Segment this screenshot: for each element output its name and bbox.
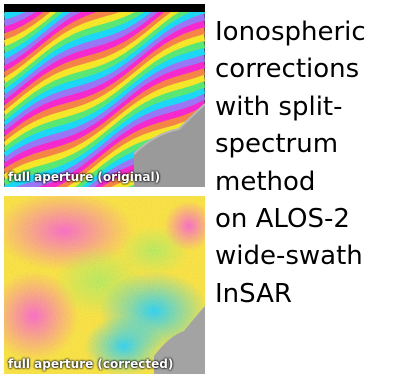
fringe-band bbox=[4, 12, 159, 101]
interferogram-corrected: full aperture (corrected) bbox=[4, 196, 205, 374]
fringe-band bbox=[4, 12, 165, 106]
description-line: Ionospheric bbox=[215, 17, 366, 47]
description-line: corrections bbox=[215, 54, 360, 85]
fringe-band bbox=[4, 4, 205, 7]
gray-corner-mask bbox=[154, 306, 205, 374]
fringe-band bbox=[4, 12, 99, 72]
fringe-band bbox=[4, 12, 82, 66]
description-line: wide-swath bbox=[215, 241, 363, 272]
fringe-band bbox=[4, 20, 205, 137]
description-line: with split- bbox=[215, 91, 343, 122]
fringe-band bbox=[56, 106, 205, 187]
fringe-band bbox=[4, 12, 37, 28]
fringe-band bbox=[4, 12, 181, 116]
caption-corrected: full aperture (corrected) bbox=[8, 357, 174, 371]
fringe-band bbox=[4, 13, 205, 132]
fringe-band bbox=[4, 68, 205, 175]
fringe-band bbox=[15, 93, 205, 187]
fringe-band bbox=[4, 81, 205, 186]
fringe-band bbox=[4, 61, 205, 169]
fringe-band bbox=[4, 74, 205, 180]
caption-original: full aperture (original) bbox=[8, 170, 161, 184]
fringe-band bbox=[4, 12, 145, 90]
interferogram-original: full aperture (original) bbox=[4, 4, 205, 187]
description-text: Ionospheric corrections with split- spec… bbox=[215, 14, 397, 313]
fringe-band bbox=[4, 12, 64, 54]
fringe-band bbox=[4, 12, 45, 34]
description-line: InSAR bbox=[215, 278, 292, 309]
fringe-band bbox=[101, 139, 205, 187]
fringe-band bbox=[4, 27, 205, 142]
description-line: on ALOS-2 bbox=[215, 204, 350, 235]
fringe-band bbox=[4, 12, 51, 41]
fringe-band bbox=[4, 41, 205, 153]
interferogram-corrected-image bbox=[4, 196, 205, 374]
gray-corner-mask bbox=[134, 104, 205, 187]
description-line: spectrum bbox=[215, 129, 339, 160]
fringe-band bbox=[111, 144, 205, 187]
gray-corner-edge bbox=[133, 103, 205, 155]
fringe-band bbox=[4, 12, 58, 47]
fringe-band bbox=[4, 12, 10, 14]
fringe-band bbox=[4, 47, 205, 158]
fringe-band bbox=[4, 12, 172, 111]
fringe-band bbox=[4, 87, 205, 187]
description-line: method bbox=[215, 166, 316, 197]
interferogram-original-image bbox=[4, 4, 205, 187]
fringe-band bbox=[4, 54, 205, 163]
fringe-band bbox=[4, 12, 192, 122]
fringe-band bbox=[4, 12, 153, 95]
